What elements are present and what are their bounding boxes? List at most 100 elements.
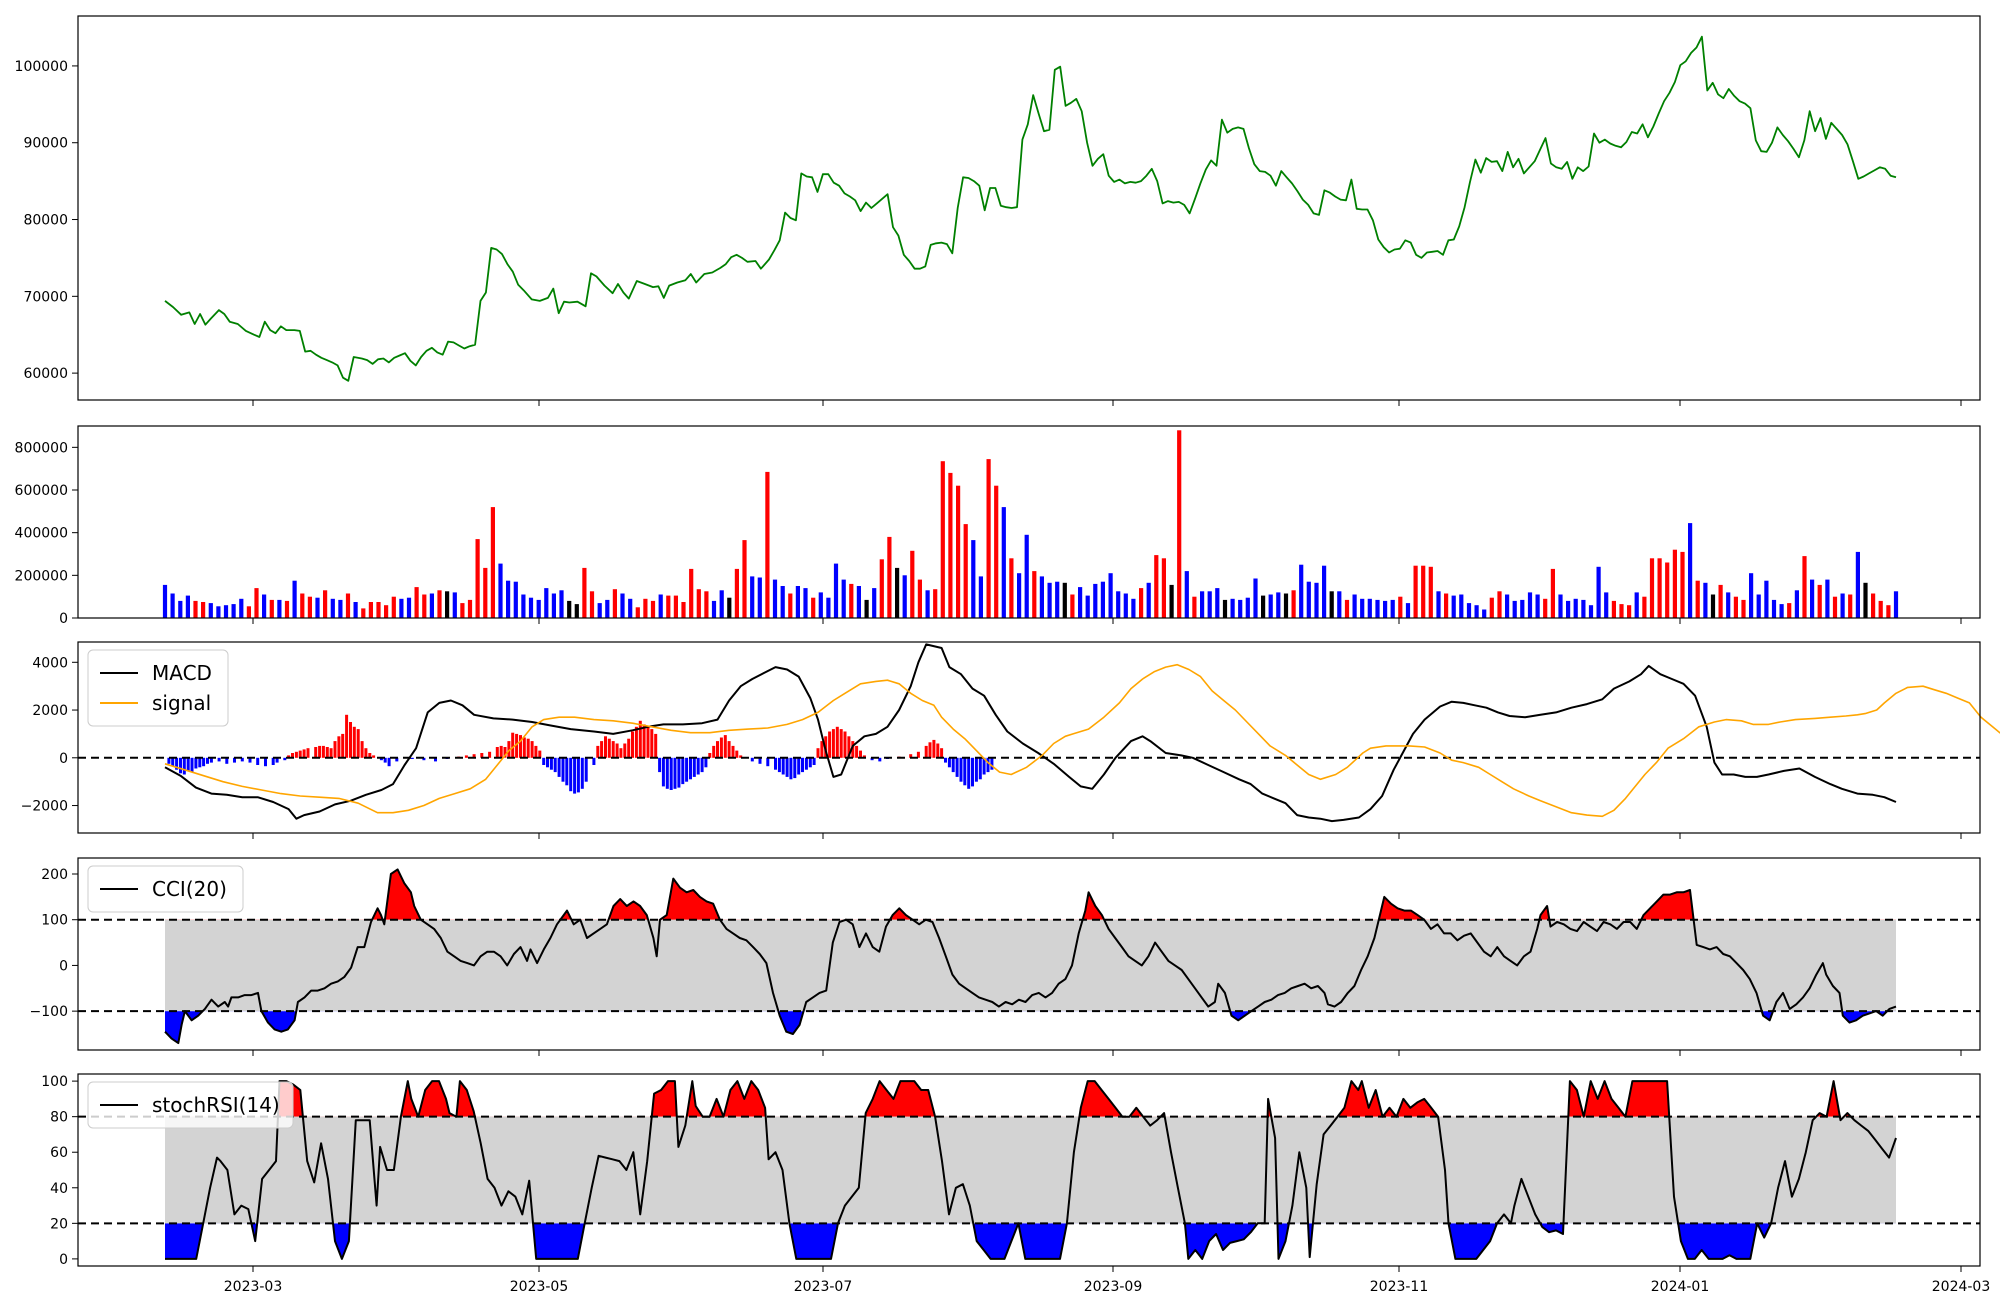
volume-bar <box>330 598 335 618</box>
volume-bar <box>872 588 877 618</box>
volume-bar <box>1078 587 1083 618</box>
volume-bar <box>1527 592 1533 618</box>
macd-histogram-bar <box>576 757 580 793</box>
macd-histogram-bar <box>275 757 279 763</box>
macd-histogram-bar <box>171 757 175 767</box>
macd-histogram-bar <box>515 733 519 758</box>
signal-line <box>164 663 2000 818</box>
macd-histogram-bar <box>356 729 360 758</box>
panel-frame <box>77 15 1981 401</box>
macd-histogram-bar <box>349 722 352 758</box>
xtick-label: 2023-07 <box>794 1279 853 1295</box>
macd-histogram-bar <box>611 741 615 758</box>
volume-bar <box>1276 592 1281 618</box>
xtick-label: 2024-01 <box>1651 1279 1710 1295</box>
macd-histogram-bar <box>333 741 337 758</box>
macd-histogram-bar <box>974 757 978 782</box>
volume-bar <box>1726 592 1731 618</box>
volume-bar <box>1581 599 1586 618</box>
volume-bar <box>1566 600 1571 618</box>
volume-bar <box>513 581 518 618</box>
xtick-label: 2024-03 <box>1932 1279 1991 1295</box>
volume-bar <box>1779 604 1784 618</box>
macd-histogram-bar <box>712 745 716 758</box>
volume-bar <box>414 587 419 618</box>
stochrsi-overbought-fill <box>277 1081 1851 1117</box>
macd-histogram-bar <box>839 729 843 758</box>
volume-bar <box>1825 579 1830 618</box>
volume-bar <box>1413 565 1418 618</box>
macd-histogram-bar <box>395 757 399 762</box>
volume-ytick-label: 600000 <box>15 483 68 499</box>
volume-bar <box>1459 594 1464 618</box>
macd-histogram-bar <box>499 745 503 758</box>
volume-bar <box>1215 588 1220 618</box>
macd-histogram-bar <box>936 743 940 758</box>
volume-bar <box>239 598 244 618</box>
stochrsi-ytick-label: 60 <box>50 1145 68 1161</box>
macd-histogram-bar <box>843 731 847 758</box>
macd-histogram-bar <box>642 724 646 758</box>
macd-histogram-bar <box>978 757 982 780</box>
macd-histogram-bar <box>472 754 476 758</box>
macd-histogram-bar <box>306 748 310 758</box>
volume-bar <box>1634 592 1639 618</box>
volume-bar <box>1451 595 1456 618</box>
volume-bar <box>1863 582 1868 618</box>
volume-bar <box>1794 590 1799 618</box>
macd-histogram-bar <box>685 757 689 782</box>
volume-bar <box>635 607 640 618</box>
volume-bar <box>1161 558 1166 618</box>
macd-histogram-bar <box>233 757 236 763</box>
panel-frame <box>77 641 1981 834</box>
volume-bar <box>1360 598 1365 618</box>
volume-bar <box>841 579 846 618</box>
legend-box <box>87 1081 294 1129</box>
legend-box <box>87 649 229 727</box>
volume-bar <box>1062 582 1067 618</box>
volume-bar <box>399 598 404 618</box>
macd-histogram-bar <box>240 757 244 762</box>
volume-bar <box>666 595 671 618</box>
volume-bar <box>323 590 328 618</box>
volume-bar <box>864 599 869 618</box>
volume-bar <box>277 599 282 618</box>
macd-histogram-bar <box>186 757 190 771</box>
volume-bar <box>994 485 999 618</box>
volume-bar <box>1627 605 1632 618</box>
volume-bar <box>1245 597 1250 618</box>
volume-bar <box>1710 594 1716 618</box>
volume-bar <box>1703 582 1708 618</box>
volume-bar <box>445 591 450 618</box>
macd-histogram-bar <box>808 757 812 768</box>
volume-bar <box>544 588 549 618</box>
volume-bar <box>1055 581 1060 618</box>
macd-histogram-bar <box>264 757 267 767</box>
volume-bar <box>742 540 747 618</box>
volume-bar <box>498 563 503 618</box>
volume-bar <box>437 590 442 618</box>
volume-bar <box>1024 534 1029 618</box>
volume-bar <box>1688 523 1693 618</box>
macd-histogram-bar <box>383 757 387 763</box>
macd-histogram-bar <box>909 754 913 758</box>
macd-histogram-bar <box>345 714 349 758</box>
macd-histogram-bar <box>321 745 325 758</box>
volume-bar <box>1207 591 1212 618</box>
volume-bar <box>910 550 915 618</box>
macd-histogram-bar <box>488 751 492 758</box>
volume-bar <box>1474 605 1479 618</box>
volume-bar <box>536 599 541 618</box>
macd-histogram-bar <box>719 737 723 758</box>
volume-bar <box>528 597 534 618</box>
macd-histogram-bar <box>182 757 186 775</box>
volume-bar <box>1032 571 1037 618</box>
volume-bar <box>925 590 930 618</box>
volume-bar <box>1802 556 1807 618</box>
volume-bar <box>483 567 488 618</box>
volume-bar <box>772 579 778 618</box>
cci-ytick-label: 200 <box>41 867 68 883</box>
volume-bar <box>1832 596 1838 618</box>
macd-histogram-bar <box>206 757 209 764</box>
